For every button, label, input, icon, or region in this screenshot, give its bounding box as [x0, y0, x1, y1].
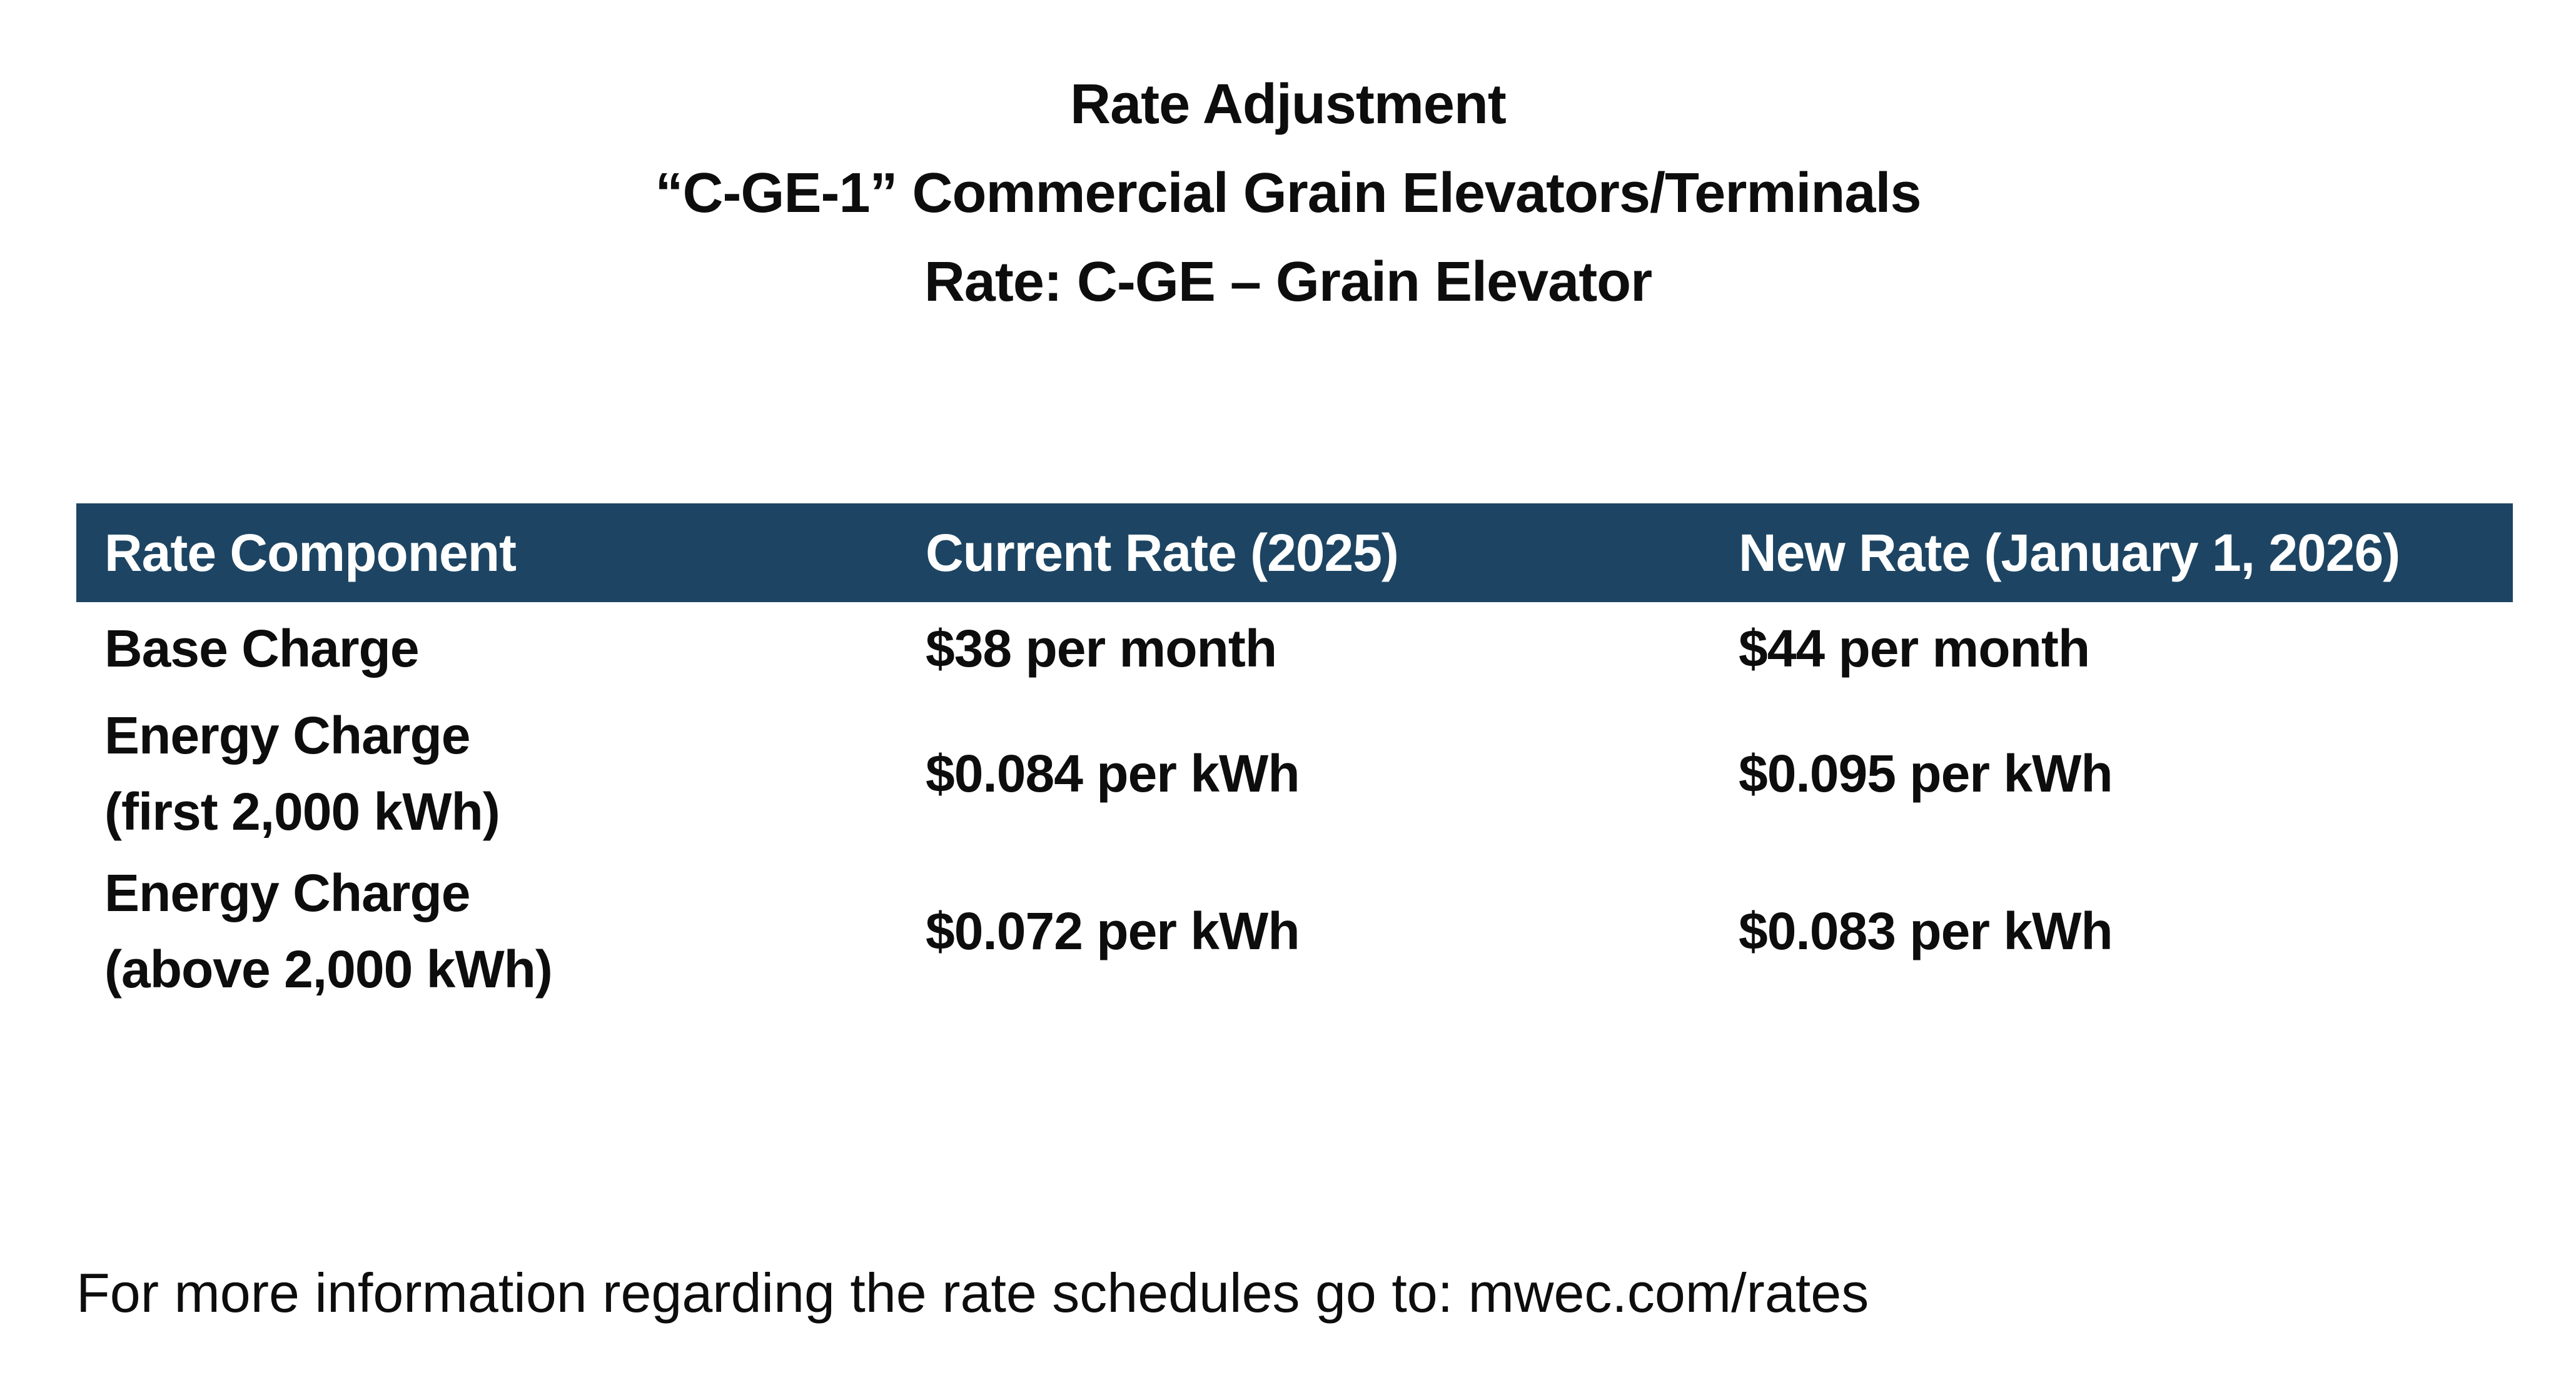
new-rate-value: $0.095 per kWh	[1739, 744, 2113, 803]
new-rate-value: $44 per month	[1739, 619, 2090, 678]
component-sublabel: (above 2,000 kWh)	[104, 940, 553, 999]
cell-component: Base Charge	[76, 602, 926, 695]
current-rate-value: $0.072 per kWh	[926, 902, 1300, 960]
component-label: Energy Charge	[104, 864, 471, 922]
cell-component: Energy Charge (first 2,000 kWh)	[76, 695, 926, 852]
page-subtitle: “C-GE-1” Commercial Grain Elevators/Term…	[655, 162, 1921, 224]
cell-new-rate: $0.083 per kWh	[1739, 852, 2513, 1010]
component-label: Energy Charge	[104, 706, 471, 765]
table-row-base-charge: Base Charge $38 per month $44 per month	[76, 602, 2513, 695]
page-title: Rate Adjustment	[1070, 73, 1507, 136]
table-header-row: Rate Component Current Rate (2025) New R…	[76, 503, 2513, 602]
table-row-energy-charge-first: Energy Charge (first 2,000 kWh) $0.084 p…	[76, 695, 2513, 852]
component-sublabel: (first 2,000 kWh)	[104, 782, 500, 841]
component-label: Base Charge	[104, 619, 420, 678]
column-header-new-rate: New Rate (January 1, 2026)	[1739, 523, 2400, 582]
footer-note: For more information regarding the rate …	[76, 1262, 1869, 1324]
cell-new-rate: $44 per month	[1739, 602, 2513, 695]
table-row-energy-charge-above: Energy Charge (above 2,000 kWh) $0.072 p…	[76, 852, 2513, 1010]
current-rate-value: $38 per month	[926, 619, 1277, 678]
new-rate-value: $0.083 per kWh	[1739, 902, 2113, 960]
column-header-rate-component: Rate Component	[104, 523, 517, 582]
rate-table: Rate Component Current Rate (2025) New R…	[76, 503, 2513, 1010]
title-block: Rate Adjustment “C-GE-1” Commercial Grai…	[0, 60, 2576, 326]
cell-component: Energy Charge (above 2,000 kWh)	[76, 852, 926, 1010]
page-rate-line: Rate: C-GE – Grain Elevator	[924, 251, 1652, 313]
cell-current-rate: $38 per month	[926, 602, 1739, 695]
cell-current-rate: $0.072 per kWh	[926, 852, 1739, 1010]
column-header-current-rate: Current Rate (2025)	[926, 523, 1399, 582]
current-rate-value: $0.084 per kWh	[926, 744, 1300, 803]
cell-current-rate: $0.084 per kWh	[926, 695, 1739, 852]
cell-new-rate: $0.095 per kWh	[1739, 695, 2513, 852]
